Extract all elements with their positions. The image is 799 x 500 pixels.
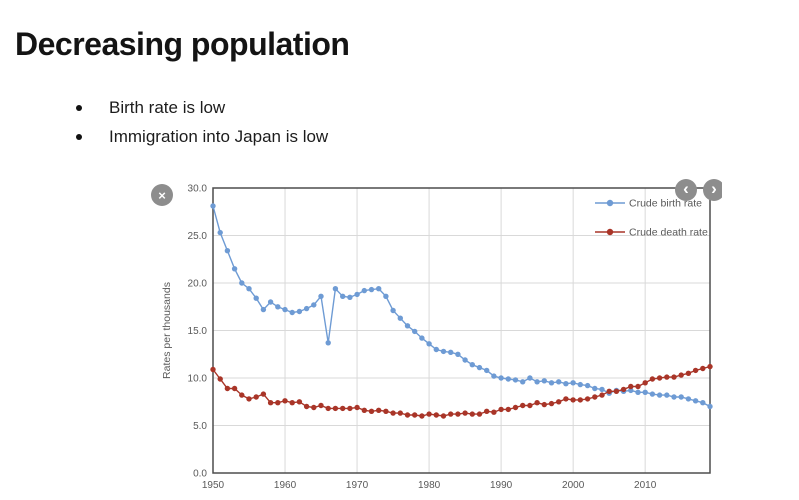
- chevron-right-icon[interactable]: ›: [703, 179, 722, 201]
- bullet-item: Immigration into Japan is low: [76, 122, 328, 151]
- svg-text:1980: 1980: [418, 480, 441, 491]
- svg-text:1990: 1990: [490, 480, 513, 491]
- bullet-item: Birth rate is low: [76, 93, 328, 122]
- svg-text:Rates per thousands: Rates per thousands: [161, 282, 173, 379]
- close-icon[interactable]: ×: [151, 184, 173, 206]
- svg-text:20.0: 20.0: [188, 279, 208, 290]
- svg-text:10.0: 10.0: [188, 374, 208, 385]
- svg-text:Crude death rate: Crude death rate: [629, 227, 708, 239]
- svg-text:15.0: 15.0: [188, 326, 208, 337]
- bullet-text: Immigration into Japan is low: [109, 127, 329, 146]
- bullet-list: Birth rate is low Immigration into Japan…: [76, 93, 328, 151]
- slide-title: Decreasing population: [15, 26, 350, 62]
- svg-text:2010: 2010: [634, 480, 657, 491]
- bullet-dot-icon: [76, 133, 82, 140]
- svg-text:2000: 2000: [562, 480, 585, 491]
- chevron-left-icon[interactable]: ‹: [675, 179, 697, 201]
- bullet-dot-icon: [76, 104, 82, 111]
- svg-text:0.0: 0.0: [193, 469, 207, 480]
- bullet-text: Birth rate is low: [109, 98, 226, 117]
- chart-canvas: 0.0 5.0 10.0 15.0 20.0 25.0 30.0 1950 1960 1970 19…: [161, 184, 713, 491]
- svg-text:25.0: 25.0: [188, 231, 208, 242]
- svg-text:1970: 1970: [346, 480, 369, 491]
- svg-text:30.0: 30.0: [188, 184, 208, 195]
- svg-text:1960: 1960: [274, 480, 297, 491]
- svg-text:1950: 1950: [202, 480, 225, 491]
- svg-text:5.0: 5.0: [193, 421, 207, 432]
- chart-image: 0.0 5.0 10.0 15.0 20.0 25.0 30.0 1950 1960 1970 19…: [122, 178, 722, 500]
